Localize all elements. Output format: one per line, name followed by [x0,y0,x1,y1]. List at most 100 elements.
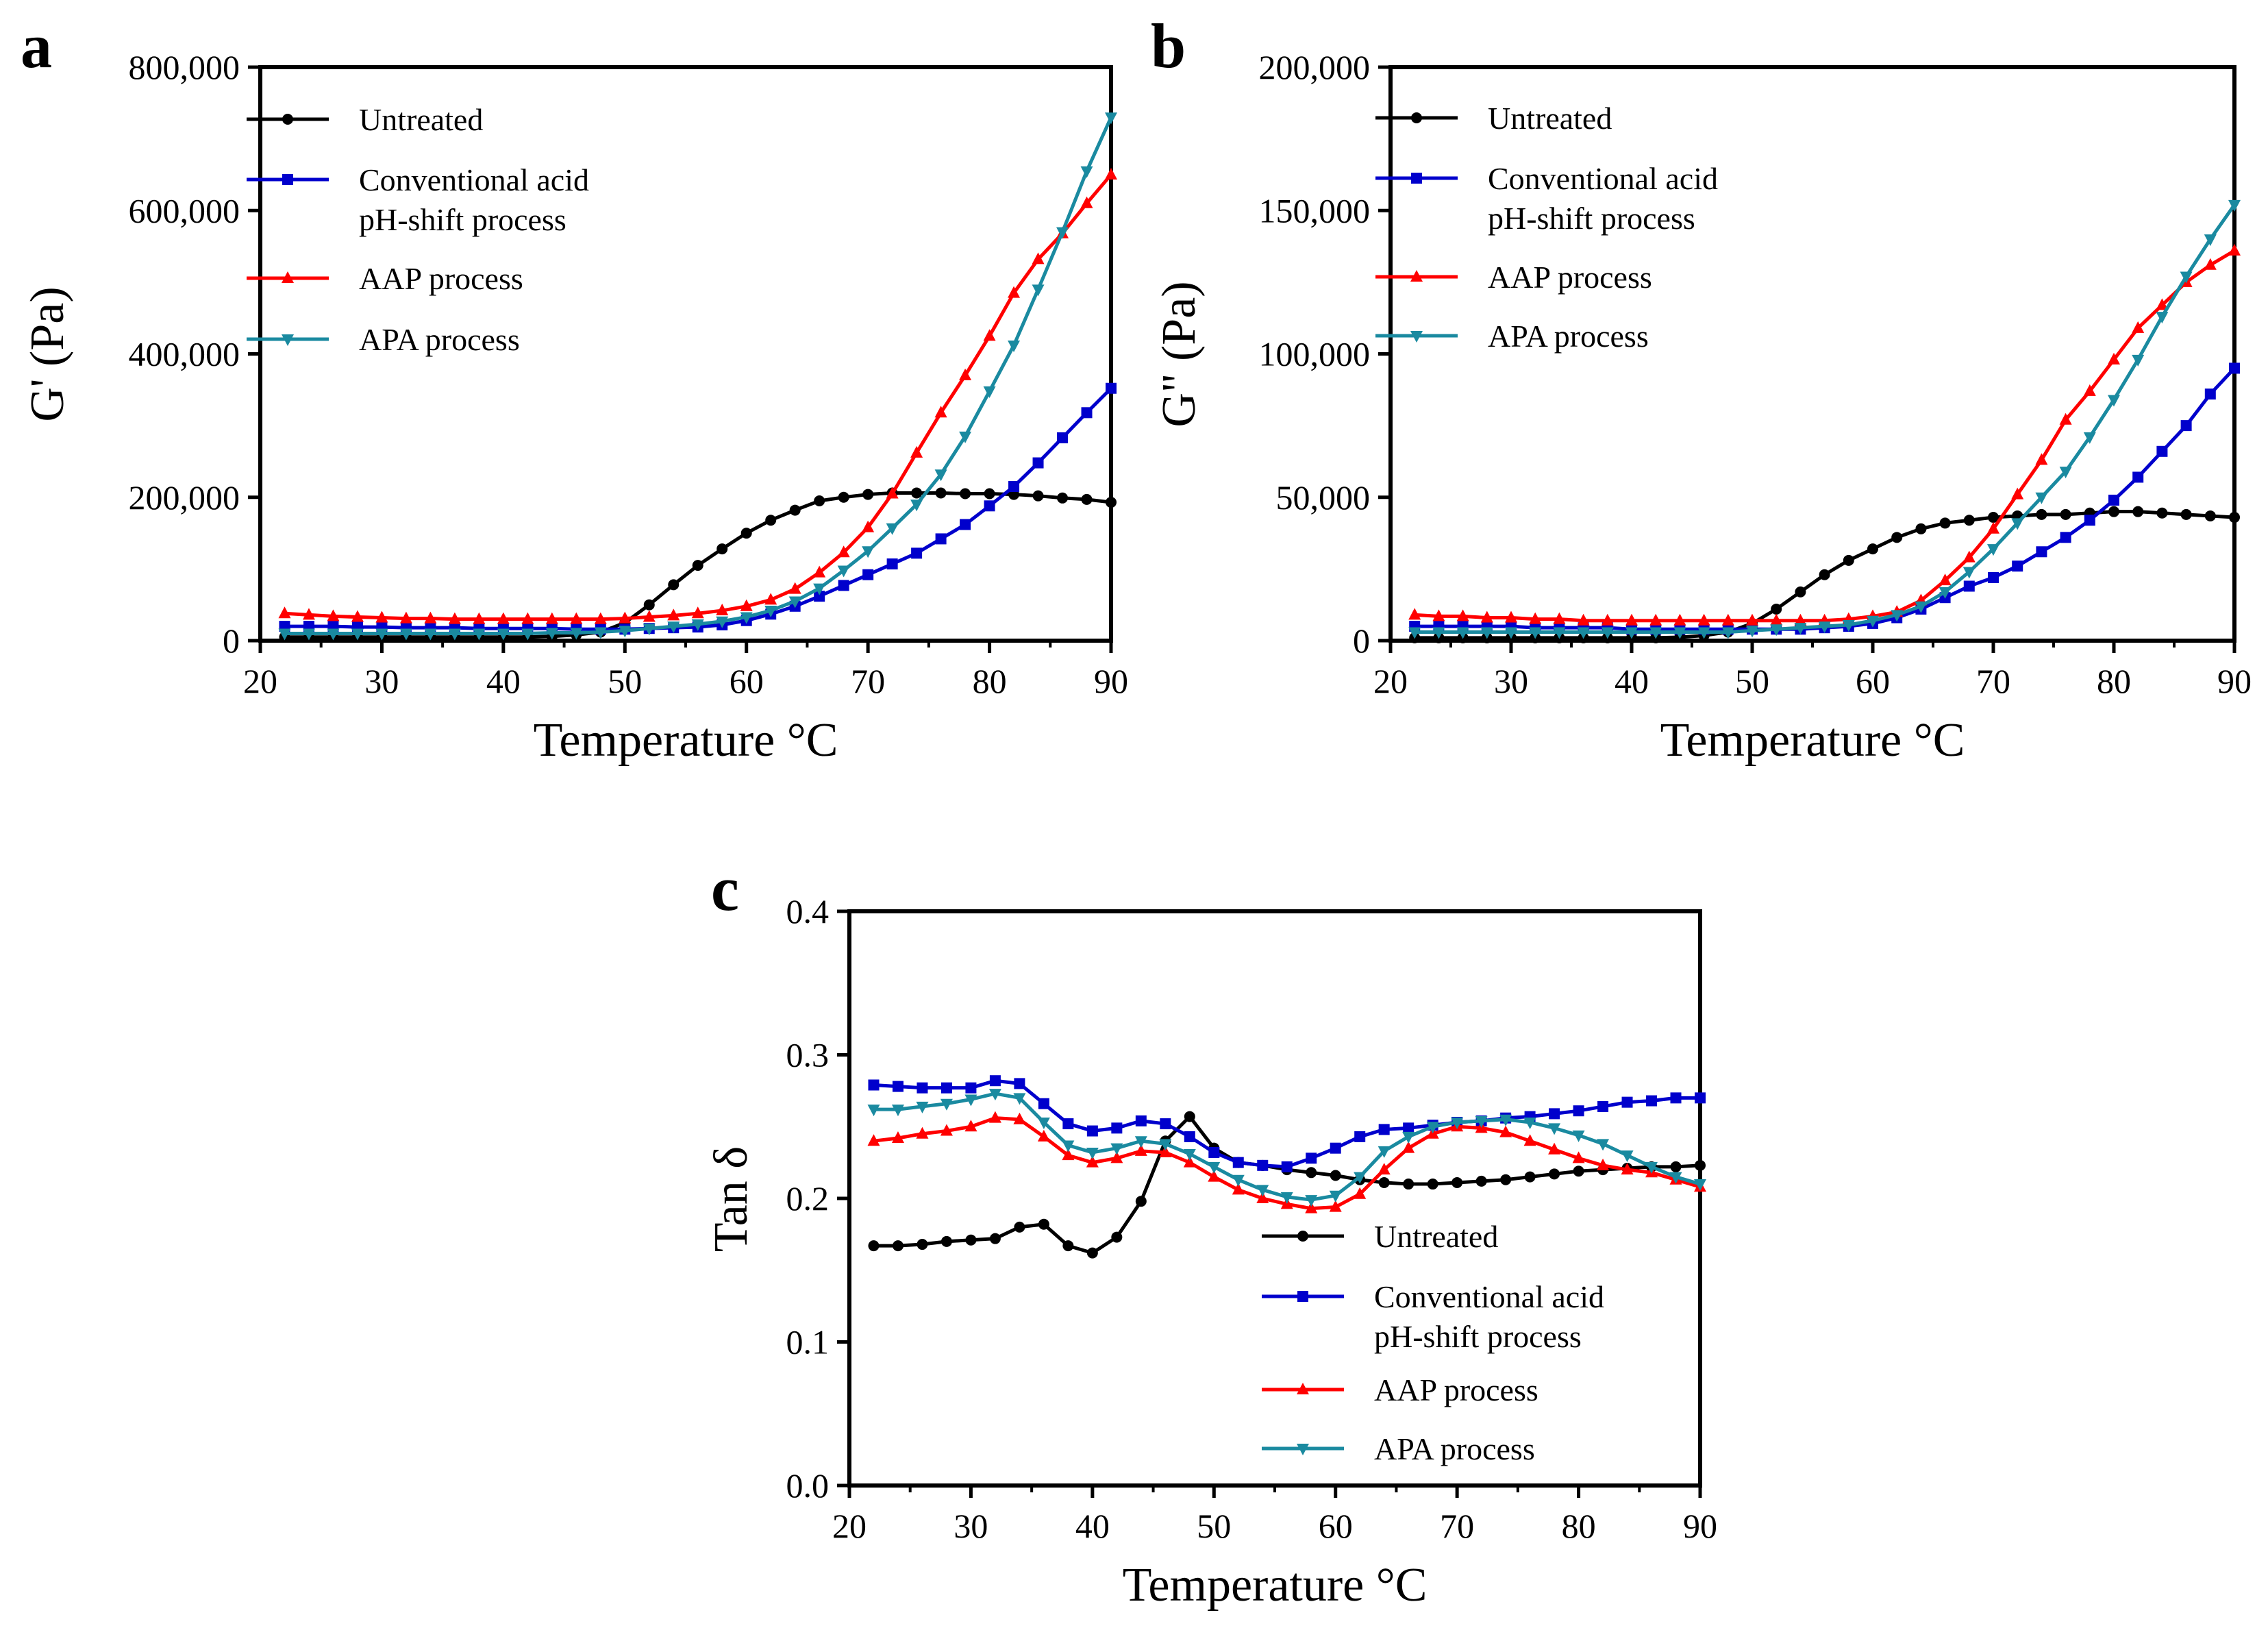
plot-frame [847,909,1702,1488]
data-point [764,593,777,605]
data-point [1208,1161,1221,1174]
x-tick-label: 20 [1373,662,1408,700]
data-point [2156,298,2169,310]
plot-frame [1388,65,2236,643]
data-point [886,558,898,570]
data-point [1281,1161,1293,1172]
data-point [1549,1108,1560,1120]
data-point [2060,508,2071,520]
data-point [1086,1125,1098,1137]
data-point [983,386,996,398]
data-point [1646,1095,1658,1107]
data-point [1159,1145,1172,1157]
data-point [691,606,704,619]
data-point [838,580,849,591]
data-point [1867,615,1879,628]
data-point [1183,1149,1196,1161]
data-point [1480,627,1493,639]
y-tick-label: 0 [223,621,240,660]
data-point [1306,1152,1317,1164]
data-point [989,1233,1001,1244]
data-point [1086,1147,1099,1159]
data-point [1183,1155,1196,1168]
data-point [1111,1231,1123,1243]
data-point [959,368,972,380]
data-point [1529,612,1542,624]
data-point [917,1239,928,1250]
x-tick-label: 30 [364,662,399,700]
data-point [2035,453,2048,465]
data-point [1062,1240,1074,1252]
data-point [1305,1201,1318,1213]
data-point [1697,627,1710,639]
data-point [862,569,874,580]
data-point [1105,167,1117,180]
y-tick-label: 100,000 [1259,335,1371,373]
data-point [1080,196,1093,208]
series-2 [278,167,1117,624]
data-point [1988,571,1999,583]
y-tick-label: 200,000 [1259,48,1371,86]
data-point [1160,1118,1171,1130]
data-point [1135,1115,1147,1126]
data-point [594,627,607,639]
x-axis-label: Temperature °C [1123,1559,1428,1612]
data-point [1524,1171,1536,1183]
data-point [1086,1155,1099,1168]
legend-marker [1410,270,1423,282]
data-point [1426,1122,1439,1134]
data-point [1721,627,1734,639]
data-point [1257,1159,1269,1171]
legend-label: APA process [1488,319,1649,354]
data-point [1330,1142,1341,1154]
data-point [1032,284,1045,297]
data-point [910,445,923,458]
data-point [1111,1122,1123,1134]
data-point [1432,627,1445,639]
data-point [1939,574,1952,586]
data-point [1987,544,1999,556]
data-point [911,547,923,559]
data-point [302,628,315,641]
data-point [1427,1179,1438,1190]
data-point [1475,1175,1487,1187]
data-point [2036,508,2047,520]
data-point [959,431,972,443]
data-point [2132,354,2145,367]
legend-marker [282,114,293,125]
data-point [911,487,923,499]
data-point [1529,627,1542,639]
x-tick-label: 80 [973,662,1007,700]
data-point [448,628,461,641]
data-point [1572,1151,1585,1163]
data-point [940,1124,953,1136]
data-point [1106,382,1117,394]
data-point [1572,1130,1585,1142]
data-point [375,628,388,641]
data-point [2204,510,2216,521]
legend-marker [1411,173,1422,184]
data-point [984,500,995,512]
data-point [1008,340,1021,352]
legend-item: AAP process [247,261,523,296]
data-point [545,612,558,624]
legend-label: APA process [359,322,520,357]
data-point [1500,1174,1512,1185]
data-point [1134,1144,1147,1156]
data-point [1456,609,1469,621]
data-point [740,599,753,611]
data-point [1673,613,1686,626]
data-point [2060,532,2071,543]
data-point [1695,1092,1706,1104]
legend-item: Conventional acid pH-shift process [1375,161,1718,236]
data-point [867,1105,880,1117]
data-point [1523,1117,1536,1129]
data-point [2012,560,2023,572]
data-point [1159,1139,1172,1151]
data-point [1987,521,1999,534]
data-point [1432,609,1445,621]
data-point [1480,611,1493,623]
data-point [1354,1172,1367,1184]
data-point [1329,1200,1342,1212]
data-point [1014,1078,1025,1089]
